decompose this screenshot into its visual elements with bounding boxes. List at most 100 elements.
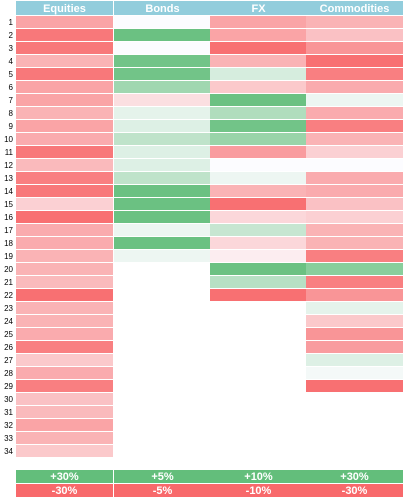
row-label: 31 <box>4 408 13 417</box>
heatmap-cell <box>16 172 113 184</box>
row-label: 16 <box>4 213 13 222</box>
heatmap-cell <box>210 107 307 119</box>
heatmap-cell <box>306 159 403 171</box>
heatmap-cell <box>16 94 113 106</box>
heatmap-cell <box>16 380 113 392</box>
column-header: FX <box>251 3 266 15</box>
heatmap-cell <box>114 211 211 223</box>
heatmap-cell <box>16 16 113 28</box>
heatmap-cell <box>210 250 307 262</box>
heatmap-cell <box>114 250 211 262</box>
row-label: 17 <box>4 226 13 235</box>
column-header-bg <box>114 1 211 15</box>
heatmap-cell <box>210 146 307 158</box>
row-label: 26 <box>4 343 13 352</box>
row-label: 2 <box>9 31 14 40</box>
heatmap-cell <box>114 68 211 80</box>
legend-min-swatch <box>210 484 307 497</box>
heatmap-cell <box>16 120 113 132</box>
heatmap-cell <box>16 81 113 93</box>
heatmap-cell <box>210 55 307 67</box>
heatmap-cell <box>306 133 403 145</box>
heatmap-cell <box>306 367 403 379</box>
heatmap-cell <box>16 354 113 366</box>
heatmap-cell <box>306 172 403 184</box>
heatmap-cell <box>306 263 403 275</box>
heatmap-cell <box>114 198 211 210</box>
heatmap-cell <box>16 315 113 327</box>
heatmap-cell <box>114 55 211 67</box>
row-label: 9 <box>9 122 14 131</box>
heatmap-cell <box>16 68 113 80</box>
legend-min-label: -10% <box>246 485 272 497</box>
row-label: 5 <box>9 70 14 79</box>
row-label: 7 <box>9 96 14 105</box>
heatmap-cell <box>114 133 211 145</box>
heatmap-cell <box>114 42 211 54</box>
row-label: 10 <box>4 135 13 144</box>
legend-min-swatch <box>114 484 211 497</box>
heatmap-cell <box>114 29 211 41</box>
heatmap-cell <box>210 159 307 171</box>
row-label: 6 <box>9 83 14 92</box>
legend-min-label: -30% <box>52 485 78 497</box>
row-label: 14 <box>4 187 13 196</box>
column-header-bg <box>306 1 403 15</box>
heatmap-cell <box>114 185 211 197</box>
row-label: 34 <box>4 447 13 456</box>
legend-max-swatch <box>306 470 403 483</box>
heatmap-cell <box>114 16 211 28</box>
legend-max-swatch <box>16 470 113 483</box>
heatmap-cell <box>16 367 113 379</box>
row-label: 20 <box>4 265 13 274</box>
heatmap-cell <box>306 185 403 197</box>
legend-max-label: +30% <box>340 471 369 483</box>
legend-min-label: -5% <box>153 485 173 497</box>
heatmap-cell <box>16 432 113 444</box>
heatmap-cell <box>306 81 403 93</box>
heatmap-cell <box>306 16 403 28</box>
heatmap-cell <box>16 185 113 197</box>
row-label: 28 <box>4 369 13 378</box>
row-label: 30 <box>4 395 13 404</box>
heatmap-cell <box>210 16 307 28</box>
heatmap-cell <box>210 224 307 236</box>
heatmap-cell <box>306 42 403 54</box>
heatmap-cell <box>16 341 113 353</box>
heatmap-cell <box>306 29 403 41</box>
heatmap-cell <box>16 211 113 223</box>
heatmap-cell <box>210 133 307 145</box>
heatmap-cell <box>16 445 113 457</box>
heatmap-cell <box>306 237 403 249</box>
heatmap-cell <box>210 42 307 54</box>
heatmap-cell <box>306 315 403 327</box>
heatmap-cell <box>114 224 211 236</box>
heatmap-cell <box>16 224 113 236</box>
row-label: 32 <box>4 421 13 430</box>
legend-min-label: -30% <box>342 485 368 497</box>
heatmap-cell <box>16 237 113 249</box>
heatmap-cell <box>114 159 211 171</box>
heatmap-cell <box>210 68 307 80</box>
heatmap-cell <box>306 250 403 262</box>
row-label: 4 <box>9 57 14 66</box>
heatmap-cell <box>210 211 307 223</box>
heatmap-cell <box>306 380 403 392</box>
column-header: Equities <box>43 3 86 15</box>
row-label: 18 <box>4 239 13 248</box>
heatmap-cell <box>114 81 211 93</box>
heatmap-cell <box>210 185 307 197</box>
legend-max-label: +30% <box>50 471 79 483</box>
heatmap-cell <box>16 289 113 301</box>
heatmap-cell <box>210 172 307 184</box>
heatmap-cell <box>306 328 403 340</box>
heatmap-cell <box>306 146 403 158</box>
row-label: 13 <box>4 174 13 183</box>
row-label: 21 <box>4 278 13 287</box>
heatmap-cell <box>306 120 403 132</box>
heatmap-cell <box>306 302 403 314</box>
heatmap-cell <box>16 328 113 340</box>
heatmap-cell <box>16 29 113 41</box>
row-label: 27 <box>4 356 13 365</box>
